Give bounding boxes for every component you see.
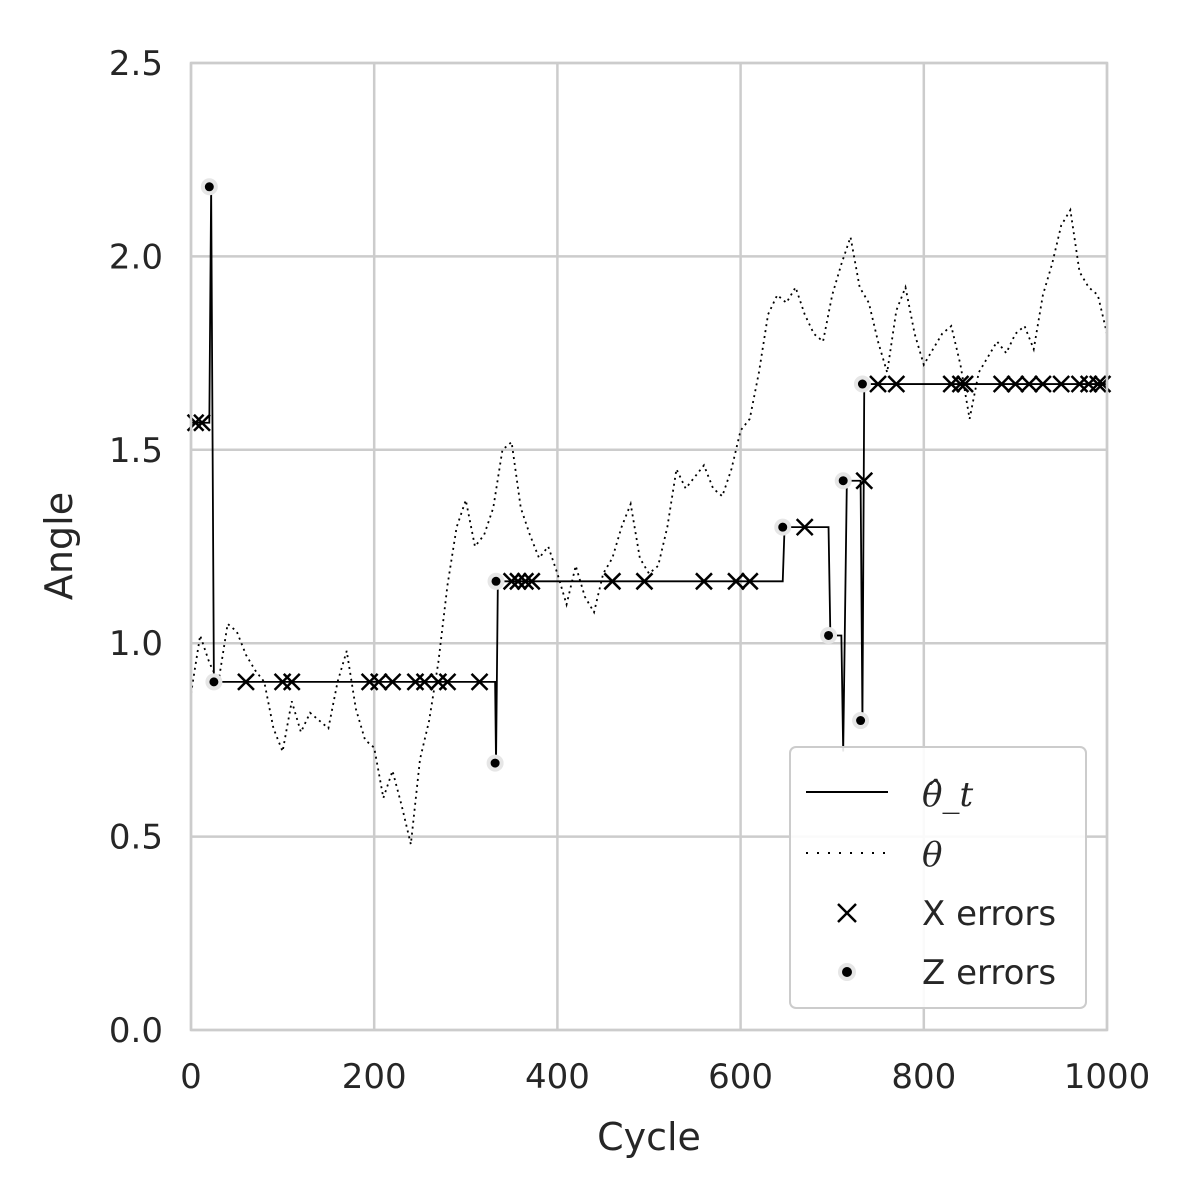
y-axis-label: Angle [37, 492, 81, 600]
x-tick-label: 1000 [1064, 1057, 1151, 1097]
x-error-marker [282, 672, 301, 691]
x-error-marker [603, 572, 622, 591]
x-error-marker [470, 672, 489, 691]
y-tick-label: 1.5 [109, 431, 163, 471]
x-error-marker [237, 672, 255, 691]
y-tick-label: 0.0 [109, 1011, 163, 1051]
x-error-marker [1020, 375, 1039, 393]
x-error-marker [415, 672, 434, 691]
legend-marker-z-errors [838, 963, 856, 981]
x-error-marker [516, 572, 535, 591]
x-error-marker [795, 518, 814, 537]
legend-marker-x-errors [837, 903, 857, 923]
x-error-marker [727, 572, 745, 591]
x-error-marker [887, 375, 906, 393]
x-tick-label: 200 [342, 1057, 407, 1097]
legend-label-z-errors: Z errors [922, 953, 1056, 993]
x-tick-label: 0 [180, 1057, 202, 1097]
legend-label-estimate: θ̂_t [922, 775, 973, 815]
x-error-marker [951, 375, 970, 393]
legend: θ̂_t θ X errors Z errors [789, 746, 1087, 1009]
x-error-marker [522, 572, 541, 591]
x-error-marker [509, 572, 527, 591]
x-tick-label: 800 [891, 1057, 956, 1097]
y-tick-labels: 0.0 0.5 1.0 1.5 2.0 2.5 [109, 44, 163, 1051]
x-error-marker [193, 413, 211, 432]
estimate-line [191, 186, 1107, 764]
z-error-marker [205, 673, 223, 691]
z-error-marker [486, 754, 504, 772]
x-error-marker [855, 471, 874, 490]
z-error-marker [774, 518, 792, 536]
y-tick-label: 2.0 [109, 237, 163, 277]
x-error-marker [1052, 375, 1071, 393]
x-axis-label: Cycle [597, 1115, 701, 1159]
x-tick-label: 600 [708, 1057, 773, 1097]
x-tick-labels: 0 200 400 600 800 1000 [180, 1057, 1150, 1097]
x-error-marker [369, 672, 388, 691]
x-error-marker [635, 572, 654, 591]
x-error-marker [1088, 375, 1107, 393]
x-error-marker [383, 672, 402, 691]
y-tick-label: 0.5 [109, 818, 163, 858]
y-tick-label: 1.0 [109, 624, 163, 664]
x-error-marker [502, 572, 521, 591]
x-error-marker [992, 375, 1011, 393]
x-error-marker [1033, 375, 1052, 393]
z-error-marker [852, 712, 870, 730]
z-error-marker [834, 472, 852, 490]
z-error-marker [200, 178, 218, 196]
x-error-marker [438, 672, 457, 691]
z-error-marker [853, 375, 871, 393]
z-error-marker [487, 572, 505, 590]
x-error-marker [740, 572, 759, 591]
plot-area [186, 178, 1112, 845]
y-tick-label: 2.5 [109, 44, 163, 84]
x-error-marker [1006, 375, 1025, 393]
legend-label-theta: θ [922, 835, 942, 875]
axes-frame [189, 61, 1109, 1032]
x-tick-label: 400 [525, 1057, 590, 1097]
x-error-marker [956, 375, 974, 393]
legend-box [789, 746, 1087, 1009]
x-error-marker [695, 572, 713, 591]
x-error-marker [869, 375, 887, 393]
legend-label-x-errors: X errors [922, 894, 1056, 934]
z-error-marker [820, 626, 838, 644]
